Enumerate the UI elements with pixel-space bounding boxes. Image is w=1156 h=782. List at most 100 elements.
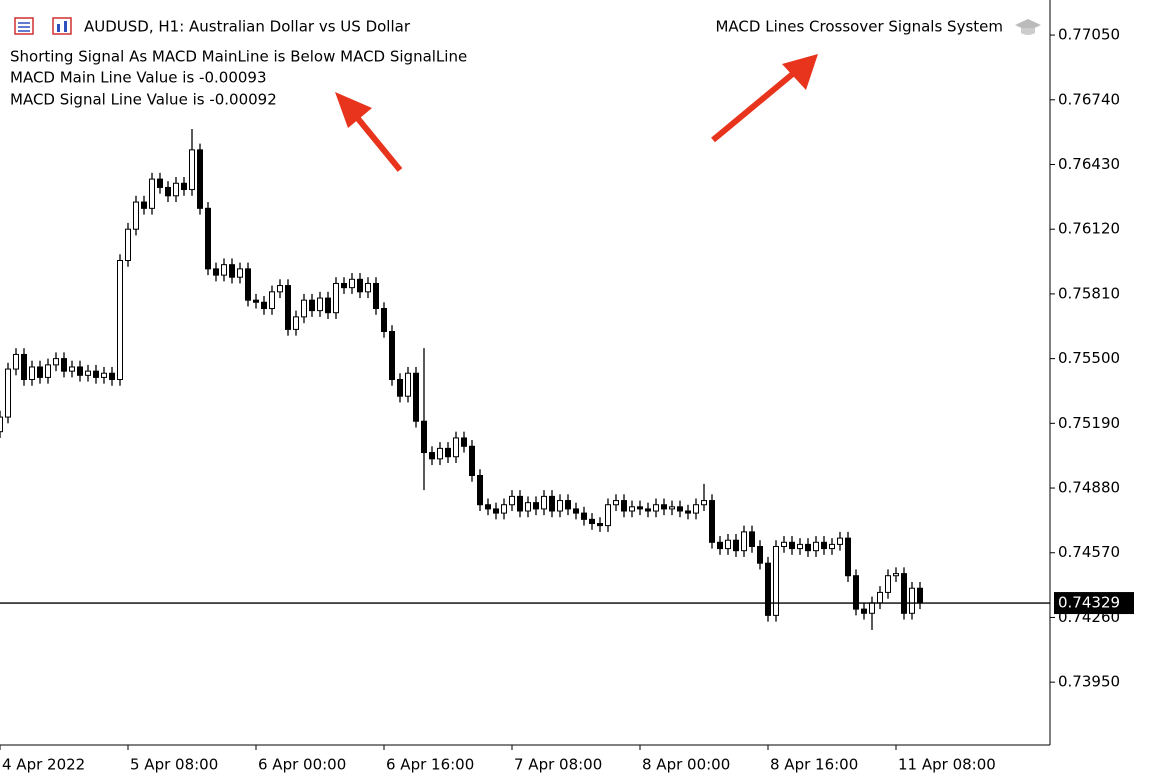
icons (14, 17, 1041, 35)
candle-body (269, 291, 275, 310)
candle-body (373, 282, 379, 310)
candle-body (877, 591, 883, 604)
current-price-box (1054, 592, 1134, 615)
candle-body (621, 500, 627, 512)
candle-body (869, 602, 875, 614)
candle-body (573, 508, 579, 514)
candle-body (469, 445, 475, 477)
candle-body (293, 316, 299, 330)
y-tick-label: 0.77050 (1058, 26, 1120, 44)
candle-body (701, 500, 707, 506)
candle-body (0, 416, 3, 433)
y-tick-label: 0.76430 (1058, 155, 1120, 173)
candle-body (173, 182, 179, 197)
candle-body (325, 297, 331, 314)
candle-body (149, 178, 155, 209)
candle-body (645, 508, 651, 512)
candle-body (229, 264, 235, 278)
candle-body (525, 502, 531, 512)
candle-body (357, 278, 363, 293)
indicator-name: MACD Lines Crossover Signals System (715, 18, 1003, 36)
candle-body (765, 562, 771, 616)
candle-body (549, 495, 555, 512)
candle-body (813, 541, 819, 552)
candle-body (613, 500, 619, 506)
candle-body (757, 545, 763, 564)
candle-body (301, 299, 307, 318)
candle-body (21, 353, 27, 380)
candle-body (741, 531, 747, 552)
candle-body (661, 504, 667, 510)
candle-body (245, 268, 251, 301)
y-tick-label: 0.75810 (1058, 284, 1120, 302)
candle-body (717, 541, 723, 550)
candle-body (101, 372, 107, 378)
candle-body (309, 299, 315, 312)
candle-body (693, 504, 699, 514)
y-tick-label: 0.73950 (1058, 673, 1120, 691)
arrow (711, 69, 797, 143)
candle-body (77, 366, 83, 376)
candle-body (389, 330, 395, 380)
candle-body (205, 207, 211, 270)
candle-body (653, 504, 659, 512)
y-tick-label: 0.74880 (1058, 479, 1120, 497)
candle-body (861, 608, 867, 614)
comment: Shorting Signal As MACD MainLine is Belo… (10, 48, 467, 66)
candle-body (461, 437, 467, 447)
candle-body (541, 495, 547, 510)
candle-body (61, 358, 67, 372)
candle-body (125, 228, 131, 262)
arrow (352, 113, 403, 172)
candle-body (909, 587, 915, 614)
candle-body (69, 366, 75, 372)
candle-body (365, 282, 371, 293)
icon (14, 17, 34, 35)
candle-body (165, 186, 171, 197)
x-tick-label: 8 Apr 00:00 (642, 756, 730, 774)
candle-body (333, 282, 339, 314)
candle-body (629, 506, 635, 512)
candle-body (829, 543, 835, 550)
candle-body (565, 500, 571, 510)
candle-body (885, 575, 891, 593)
arrow (782, 54, 818, 90)
candle-body (141, 201, 147, 209)
candle-body (277, 285, 283, 293)
candle-body (53, 358, 59, 366)
candle-body (397, 378, 403, 397)
candle-body (677, 506, 683, 512)
candle-body (725, 539, 731, 550)
candle-body (421, 420, 427, 454)
candle-body (349, 278, 355, 289)
candle-body (805, 543, 811, 552)
candle-body (213, 268, 219, 276)
candle-body (637, 506, 643, 510)
candle-body (341, 282, 347, 289)
candle-body (669, 506, 675, 510)
current-price-label: 0.74329 (1058, 594, 1120, 612)
candle-body (429, 452, 435, 460)
candle-body (13, 353, 19, 370)
candle-body (453, 437, 459, 458)
candle-body (285, 285, 291, 330)
candle-body (485, 504, 491, 510)
candle-body (517, 495, 523, 512)
y-tick-label: 0.75500 (1058, 349, 1120, 367)
candle-body (37, 366, 43, 378)
x-tick-label: 5 Apr 08:00 (130, 756, 218, 774)
candle-body (253, 299, 259, 303)
candle-body (773, 545, 779, 616)
candle-body (317, 297, 323, 312)
candle-body (133, 201, 139, 230)
candle-body (197, 149, 203, 209)
candle-body (685, 510, 691, 514)
x-tick-label: 11 Apr 08:00 (898, 756, 996, 774)
candle-body (893, 573, 899, 577)
candle-body (221, 264, 227, 276)
candle-body (85, 370, 91, 376)
candle-body (477, 475, 483, 506)
candle-body (845, 537, 851, 577)
